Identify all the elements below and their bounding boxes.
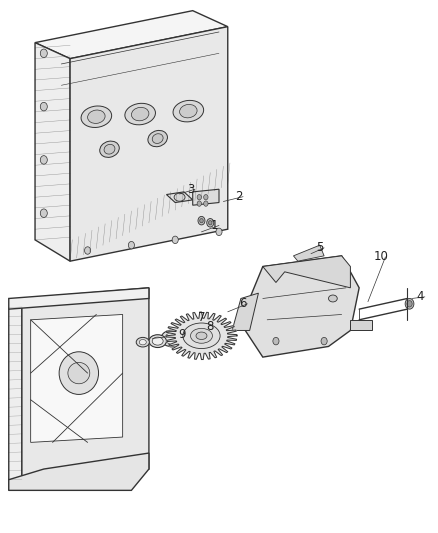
Polygon shape <box>232 293 258 330</box>
Text: 8: 8 <box>207 320 214 333</box>
Polygon shape <box>31 314 123 442</box>
Ellipse shape <box>149 335 166 348</box>
Polygon shape <box>166 312 237 360</box>
Ellipse shape <box>161 330 185 347</box>
Polygon shape <box>193 189 219 205</box>
Circle shape <box>40 49 47 58</box>
Ellipse shape <box>100 141 119 157</box>
Ellipse shape <box>196 332 207 340</box>
Circle shape <box>197 195 201 200</box>
Circle shape <box>204 201 208 206</box>
Circle shape <box>198 216 205 225</box>
Circle shape <box>40 102 47 111</box>
Ellipse shape <box>88 110 105 124</box>
Text: 2: 2 <box>235 190 243 203</box>
Ellipse shape <box>183 323 220 349</box>
Ellipse shape <box>59 352 99 394</box>
Polygon shape <box>245 256 359 357</box>
Ellipse shape <box>173 100 204 122</box>
Ellipse shape <box>131 107 149 121</box>
Circle shape <box>200 219 203 223</box>
Ellipse shape <box>152 337 163 345</box>
Ellipse shape <box>68 362 90 384</box>
Ellipse shape <box>148 131 167 147</box>
Polygon shape <box>35 11 228 59</box>
Text: 9: 9 <box>178 328 186 341</box>
Polygon shape <box>22 288 149 480</box>
Ellipse shape <box>81 106 112 127</box>
Ellipse shape <box>191 328 212 343</box>
Circle shape <box>407 301 412 307</box>
Circle shape <box>128 241 134 249</box>
Polygon shape <box>166 192 193 203</box>
Polygon shape <box>70 27 228 261</box>
Circle shape <box>208 221 212 225</box>
Circle shape <box>40 156 47 164</box>
Polygon shape <box>293 245 324 261</box>
Polygon shape <box>263 256 350 288</box>
Polygon shape <box>350 320 372 330</box>
Ellipse shape <box>136 337 149 347</box>
Ellipse shape <box>125 103 155 125</box>
Ellipse shape <box>180 104 197 118</box>
Ellipse shape <box>165 333 181 344</box>
Ellipse shape <box>139 340 146 345</box>
Text: 1: 1 <box>211 219 219 232</box>
Ellipse shape <box>328 295 337 302</box>
Text: 7: 7 <box>198 311 205 324</box>
Circle shape <box>85 247 91 254</box>
Ellipse shape <box>174 193 185 201</box>
Text: 10: 10 <box>374 251 389 263</box>
Text: 6: 6 <box>239 297 247 310</box>
Polygon shape <box>9 453 149 490</box>
Ellipse shape <box>104 144 115 154</box>
Circle shape <box>204 195 208 200</box>
Circle shape <box>40 209 47 217</box>
Text: 4: 4 <box>417 290 424 303</box>
Text: 5: 5 <box>316 241 323 254</box>
Polygon shape <box>9 288 149 309</box>
Circle shape <box>216 228 222 236</box>
Circle shape <box>197 201 201 206</box>
Circle shape <box>273 337 279 345</box>
Polygon shape <box>35 43 70 261</box>
Text: 3: 3 <box>187 183 194 196</box>
Circle shape <box>405 298 414 309</box>
Circle shape <box>172 236 178 244</box>
Circle shape <box>207 219 214 227</box>
Polygon shape <box>9 298 22 490</box>
Circle shape <box>321 337 327 345</box>
Ellipse shape <box>152 134 163 143</box>
